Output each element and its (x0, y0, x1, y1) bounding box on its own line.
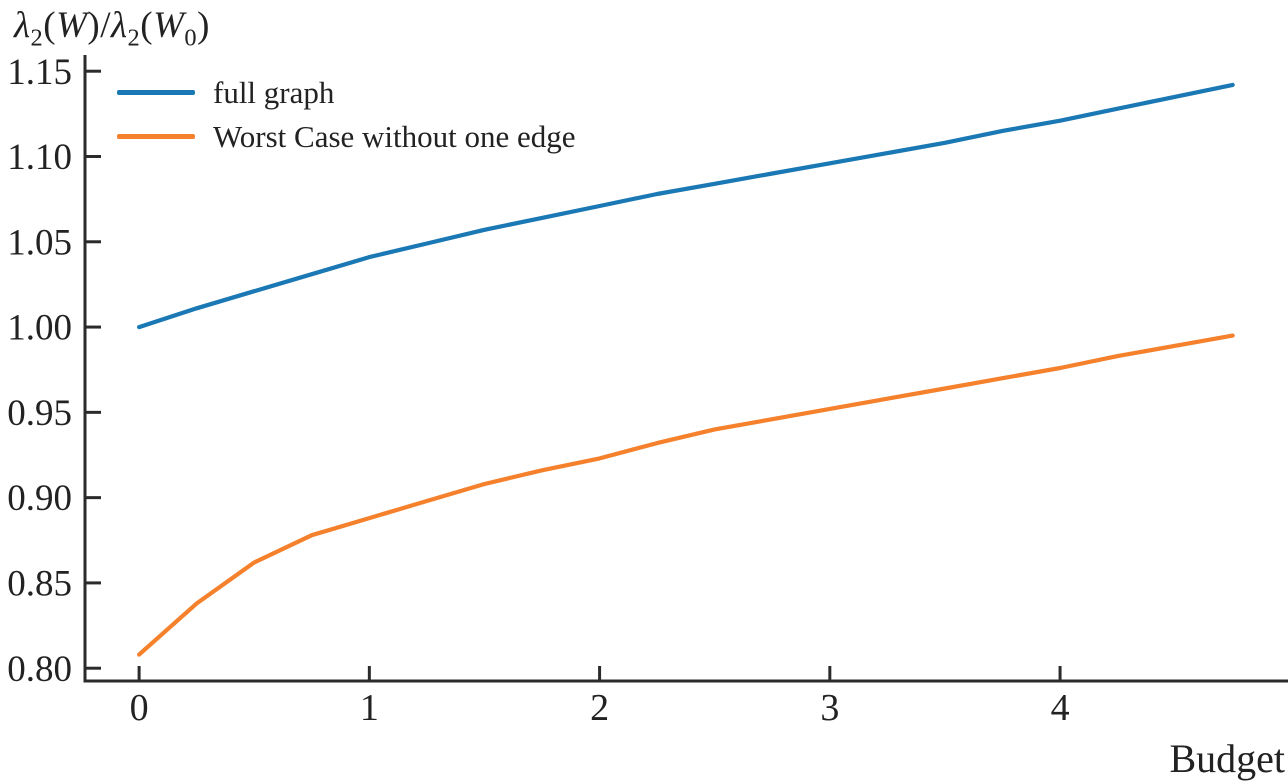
y-tick-label: 1.05 (7, 222, 72, 263)
y-tick-label: 0.85 (7, 564, 72, 605)
y-tick-label: 0.80 (7, 649, 72, 690)
y-tick-label: 1.10 (7, 137, 72, 178)
legend: full graph Worst Case without one edge (117, 74, 576, 155)
x-tick-label: 0 (130, 687, 149, 729)
y-axis-title: λ2(W)/λ2(W0) (14, 5, 210, 52)
x-axis-label: Budget (1169, 736, 1285, 781)
legend-item-worst-case: Worst Case without one edge (117, 118, 576, 155)
x-tick-label: 4 (1051, 687, 1070, 729)
legend-line-full-graph (117, 90, 195, 95)
y-tick-label: 1.15 (7, 52, 72, 93)
x-tick-label: 3 (820, 687, 839, 729)
x-tick-label: 2 (590, 687, 609, 729)
x-tick-label: 1 (360, 687, 379, 729)
legend-item-full-graph: full graph (117, 74, 576, 111)
legend-label-worst-case: Worst Case without one edge (213, 118, 576, 154)
y-tick-label: 1.00 (7, 308, 72, 349)
lambda-symbol: λ (14, 5, 31, 46)
series-line-full-graph (137, 82, 1235, 330)
legend-label-full-graph: full graph (213, 74, 335, 110)
y-tick-label: 0.95 (7, 393, 72, 434)
series-line-worst-case-without-one-edge (137, 333, 1235, 657)
y-tick-label: 0.90 (7, 478, 72, 519)
lambda-symbol: λ (111, 5, 128, 46)
legend-line-worst-case (117, 134, 195, 139)
